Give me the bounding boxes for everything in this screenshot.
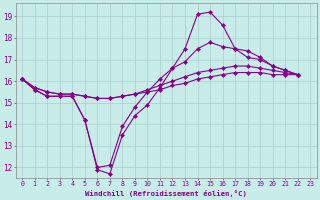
X-axis label: Windchill (Refroidissement éolien,°C): Windchill (Refroidissement éolien,°C) xyxy=(85,190,247,197)
